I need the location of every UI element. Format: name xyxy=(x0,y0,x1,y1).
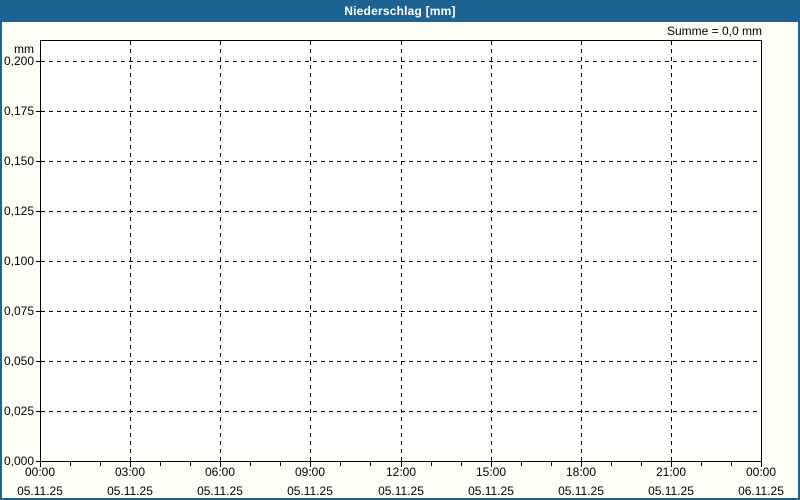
v-gridline xyxy=(491,41,492,461)
x-axis-major-tick xyxy=(491,462,492,467)
y-axis-tick xyxy=(36,261,40,262)
y-axis-tick xyxy=(36,211,40,212)
y-axis-tick xyxy=(36,311,40,312)
window-border-right xyxy=(798,22,800,500)
y-axis-unit-label: mm xyxy=(14,42,34,56)
x-axis-minor-tick xyxy=(431,462,432,466)
v-gridline xyxy=(130,41,131,461)
x-axis-major-tick xyxy=(401,462,402,467)
x-time-label: 03:00 xyxy=(114,465,146,479)
x-axis-minor-tick xyxy=(641,462,642,466)
y-tick-label: 0,000 xyxy=(3,454,34,468)
x-date-label: 05.11.25 xyxy=(378,484,424,498)
x-axis-minor-tick xyxy=(250,462,251,466)
x-axis-minor-tick xyxy=(340,462,341,466)
y-tick-label: 0,200 xyxy=(3,54,34,68)
sum-annotation: Summe = 0,0 mm xyxy=(666,24,762,38)
x-axis-minor-tick xyxy=(461,462,462,466)
x-date-label: 05.11.25 xyxy=(107,484,153,498)
y-tick-label: 0,175 xyxy=(3,104,34,118)
x-time-label: 00:00 xyxy=(745,465,777,479)
x-date-label: 05.11.25 xyxy=(287,484,333,498)
window-border-left xyxy=(0,22,2,500)
chart-title: Niederschlag [mm] xyxy=(344,4,456,18)
x-axis-major-tick xyxy=(40,462,41,467)
x-axis-minor-tick xyxy=(611,462,612,466)
x-date-label: 05.11.25 xyxy=(558,484,604,498)
x-axis-minor-tick xyxy=(521,462,522,466)
y-tick-label: 0,100 xyxy=(3,254,34,268)
v-gridline xyxy=(310,41,311,461)
x-time-label: 21:00 xyxy=(655,465,687,479)
y-axis-tick xyxy=(36,461,40,462)
x-axis-minor-tick xyxy=(190,462,191,466)
y-tick-label: 0,075 xyxy=(3,304,34,318)
y-axis-tick xyxy=(36,361,40,362)
x-axis-minor-tick xyxy=(100,462,101,466)
y-axis-tick xyxy=(36,411,40,412)
x-axis-minor-tick xyxy=(70,462,71,466)
x-date-label: 05.11.25 xyxy=(197,484,243,498)
title-bar: Niederschlag [mm] xyxy=(0,0,800,22)
x-axis-minor-tick xyxy=(731,462,732,466)
x-axis-major-tick xyxy=(130,462,131,467)
y-tick-label: 0,125 xyxy=(3,204,34,218)
x-axis-major-tick xyxy=(761,462,762,467)
y-axis-tick xyxy=(36,161,40,162)
x-time-label: 12:00 xyxy=(385,465,417,479)
x-date-label: 05.11.25 xyxy=(648,484,694,498)
x-axis-major-tick xyxy=(671,462,672,467)
v-gridline xyxy=(401,41,402,461)
x-time-label: 06:00 xyxy=(204,465,236,479)
x-axis-minor-tick xyxy=(160,462,161,466)
x-axis-minor-tick xyxy=(370,462,371,466)
y-tick-label: 0,050 xyxy=(3,354,34,368)
x-date-label: 05.11.25 xyxy=(468,484,514,498)
y-tick-label: 0,025 xyxy=(3,404,34,418)
x-time-label: 15:00 xyxy=(475,465,507,479)
x-time-label: 00:00 xyxy=(24,465,56,479)
v-gridline xyxy=(220,41,221,461)
x-axis-minor-tick xyxy=(551,462,552,466)
y-tick-label: 0,150 xyxy=(3,154,34,168)
x-date-label: 05.11.25 xyxy=(17,484,63,498)
x-time-label: 09:00 xyxy=(294,465,326,479)
x-time-label: 18:00 xyxy=(565,465,597,479)
x-axis-major-tick xyxy=(310,462,311,467)
x-axis-minor-tick xyxy=(280,462,281,466)
x-date-label: 06.11.25 xyxy=(738,484,784,498)
y-axis-tick xyxy=(36,61,40,62)
x-axis-major-tick xyxy=(220,462,221,467)
v-gridline xyxy=(671,41,672,461)
v-gridline xyxy=(581,41,582,461)
x-axis-minor-tick xyxy=(701,462,702,466)
window-border-bottom xyxy=(0,498,800,500)
y-axis-tick xyxy=(36,111,40,112)
x-axis-major-tick xyxy=(581,462,582,467)
